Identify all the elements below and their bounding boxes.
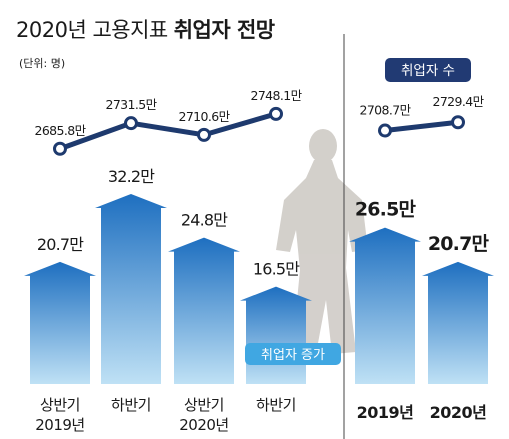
annual-increase-bar: [349, 227, 421, 384]
unit-label: (단위: 명): [19, 57, 66, 70]
increase-value-label: 16.5만: [253, 260, 300, 279]
employment-line-point: [269, 106, 283, 121]
legend-increase-label: 취업자 증가: [261, 348, 325, 363]
annual-increase-value-label: 26.5만: [355, 199, 417, 221]
annual-employment-line-line: [382, 119, 461, 134]
title-bold: 취업자 전망: [173, 18, 275, 42]
employment-value-label: 2685.8만: [34, 123, 86, 138]
increase-bar: [95, 194, 167, 384]
employment-value-label: 2748.1만: [250, 88, 302, 103]
employment-value-label: 2731.5만: [105, 97, 157, 112]
annual-increase-value-label: 20.7만: [428, 233, 490, 255]
employment-value-label: 2710.6만: [178, 109, 230, 124]
employment-line-line: [57, 111, 279, 152]
x-label-year-annual: 2020년: [430, 403, 487, 422]
increase-value-label: 24.8만: [181, 211, 228, 230]
annual-employment-value-label: 2708.7만: [359, 103, 411, 118]
x-label-year: 2019년: [35, 416, 84, 434]
employment-line-point: [197, 127, 211, 142]
x-label-period: 상반기: [40, 396, 80, 414]
annual-employment-line-point: [451, 115, 465, 130]
x-label-year: 2020년: [179, 416, 228, 434]
increase-value-label: 20.7만: [37, 235, 84, 254]
annual-employment-value-label: 2729.4만: [432, 94, 484, 109]
legend-employment-label: 취업자 수: [401, 63, 455, 79]
increase-bar: [240, 286, 312, 384]
increase-bar: [24, 261, 96, 384]
x-label-period: 하반기: [256, 396, 296, 414]
employment-line-point: [53, 141, 67, 156]
annual-increase-bar: [422, 261, 494, 384]
x-label-year-annual: 2019년: [357, 403, 414, 422]
x-label-period: 하반기: [111, 396, 151, 414]
increase-bar: [168, 237, 240, 384]
legend-increase-box: [245, 343, 341, 365]
increase-value-label: 32.2만: [108, 167, 155, 186]
annual-employment-line-point: [378, 123, 392, 138]
legend-employment-box: [385, 58, 471, 82]
employment-line-point: [124, 116, 138, 131]
title-main: 2020년 고용지표: [16, 18, 168, 42]
chart-title: 2020년 고용지표 취업자 전망: [16, 14, 275, 44]
x-label-period: 상반기: [184, 396, 224, 414]
